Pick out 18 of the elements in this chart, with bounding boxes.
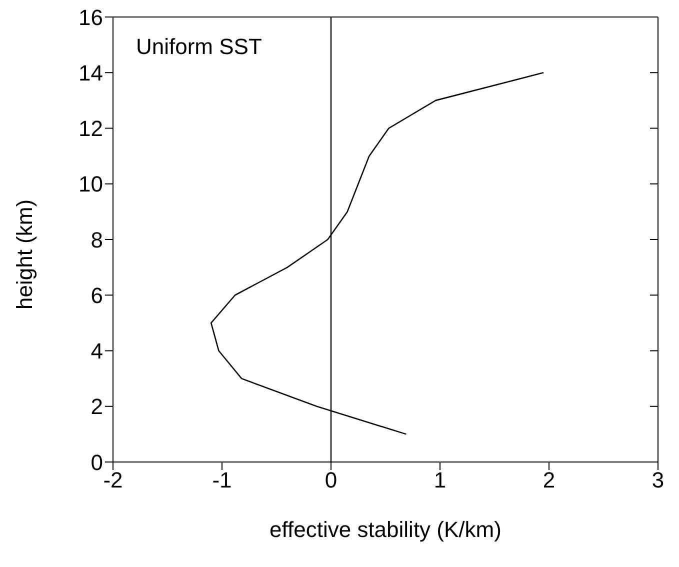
x-tick-label: -1 bbox=[212, 468, 232, 493]
x-tick-label: 0 bbox=[324, 468, 338, 493]
y-tick-label: 6 bbox=[90, 282, 103, 308]
y-tick-label: 10 bbox=[78, 172, 103, 197]
y-tick-label: 16 bbox=[78, 4, 103, 30]
x-tick-label: -2 bbox=[103, 468, 123, 493]
x-axis-title: effective stability (K/km) bbox=[270, 517, 502, 542]
y-tick-label: 4 bbox=[90, 338, 103, 364]
x-tick-label: 3 bbox=[652, 468, 664, 493]
y-tick-label: 14 bbox=[78, 60, 103, 86]
y-axis-title: height (km) bbox=[12, 199, 37, 310]
x-tick-label: 2 bbox=[542, 468, 556, 493]
y-tick-label: 12 bbox=[78, 116, 103, 142]
y-tick-label: 2 bbox=[90, 394, 103, 420]
y-tick-label: 0 bbox=[90, 450, 103, 475]
annotation: Uniform SST bbox=[136, 34, 262, 60]
y-tick-label: 8 bbox=[90, 227, 103, 252]
x-tick-label: 1 bbox=[434, 468, 446, 493]
